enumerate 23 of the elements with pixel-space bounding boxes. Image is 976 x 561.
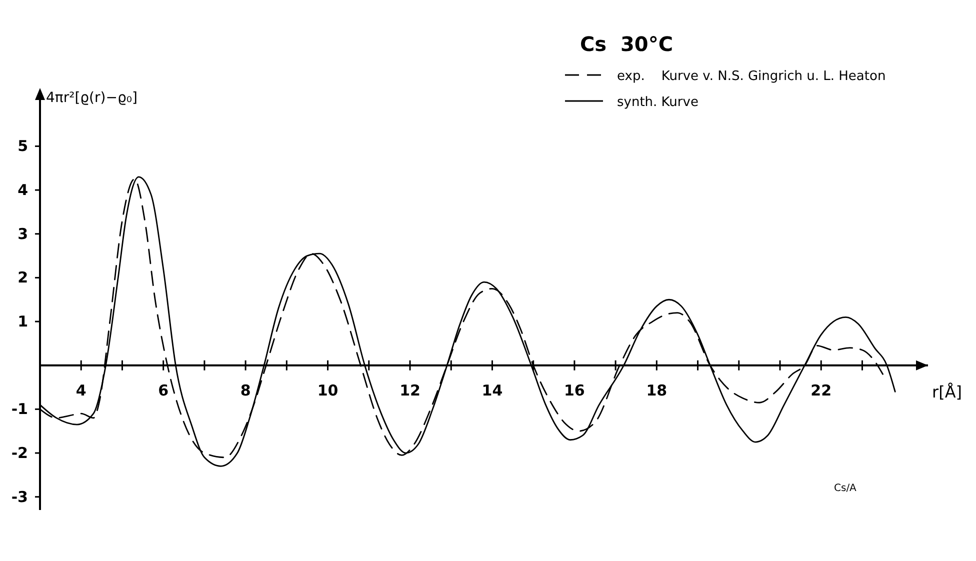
chart-title: Cs 30°C xyxy=(580,32,674,56)
x-tick-label: 16 xyxy=(564,381,585,400)
legend-label: exp. Kurve v. N.S. Gingrich u. L. Heaton xyxy=(617,69,886,84)
x-tick-label: 22 xyxy=(810,381,832,400)
x-tick-label: 10 xyxy=(317,381,338,400)
x-tick-label: 8 xyxy=(240,381,251,400)
x-tick-label: 4 xyxy=(76,381,86,400)
y-tick-label: 1 xyxy=(18,312,28,331)
annotation: Cs/A xyxy=(834,483,857,494)
x-tick-label: 18 xyxy=(646,381,668,400)
y-tick-label: 3 xyxy=(18,224,28,243)
y-tick-label: 5 xyxy=(18,137,28,156)
y-axis-title: 4πr²[ϱ(r)−ϱ₀] xyxy=(46,90,138,106)
y-tick-label: 2 xyxy=(18,268,28,287)
y-tick-label: 4 xyxy=(18,181,28,200)
y-tick-label: -2 xyxy=(11,444,28,462)
x-axis-title: r[Å] xyxy=(932,382,962,402)
x-tick-label: 14 xyxy=(482,381,503,400)
y-tick-label: -1 xyxy=(11,400,28,418)
x-tick-label: 6 xyxy=(158,381,169,400)
x-tick-label: 12 xyxy=(400,381,420,400)
y-tick-label: -3 xyxy=(11,488,28,506)
legend-label: synth. Kurve xyxy=(617,95,698,110)
